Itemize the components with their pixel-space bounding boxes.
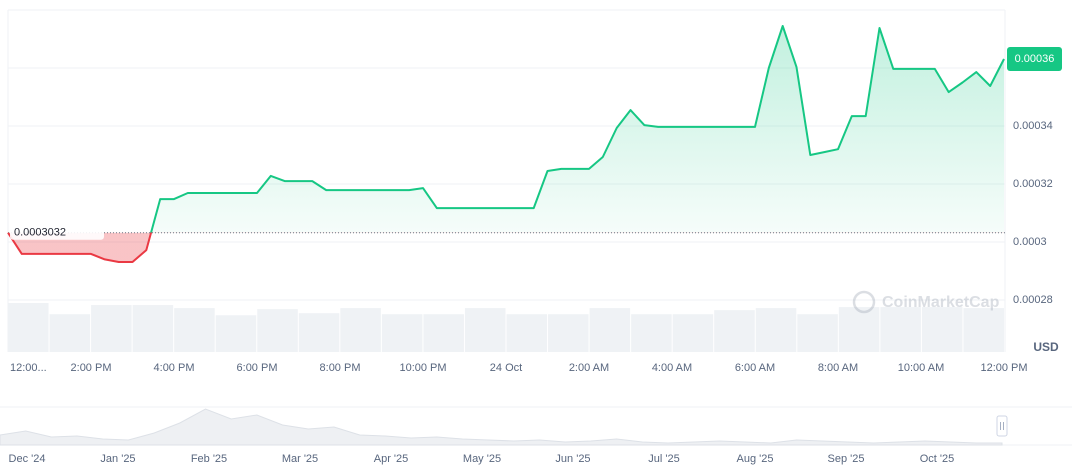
volume-bar (423, 314, 464, 352)
volume-bar (506, 314, 548, 352)
y-tick-label: 0.0003 (1013, 236, 1047, 248)
y-tick-label: 0.00032 (1013, 178, 1053, 190)
x-tick-label: 2:00 AM (569, 362, 609, 374)
navigator-label: Jan '25 (100, 453, 135, 465)
x-tick-label: 12:00 PM (980, 362, 1027, 374)
volume-bar (174, 308, 215, 352)
x-tick-label: 8:00 PM (320, 362, 361, 374)
volume-bar (91, 305, 132, 352)
volume-bar (548, 314, 589, 352)
watermark-text: CoinMarketCap (882, 294, 1000, 311)
volume-bar (464, 308, 506, 352)
volume-bar (672, 314, 714, 352)
volume-bar (714, 310, 755, 352)
x-tick-label: 6:00 AM (735, 362, 775, 374)
volume-bar (215, 315, 257, 352)
x-tick-label: 24 Oct (490, 362, 522, 374)
x-tick-label: 4:00 PM (154, 362, 195, 374)
volume-bars (8, 303, 1004, 352)
navigator-label: Aug '25 (737, 453, 774, 465)
x-tick-label: 4:00 AM (652, 362, 692, 374)
volume-bar (298, 313, 340, 352)
navigator-handle[interactable] (996, 415, 1008, 437)
volume-bar (963, 308, 1004, 352)
baseline-label-bg (10, 224, 104, 240)
x-tick-label: 2:00 PM (71, 362, 112, 374)
price-area (8, 26, 1004, 262)
price-line (7, 25, 1005, 263)
navigator: Dec '24 Jan '25 Feb '25 Mar '25 Apr '25 May '… (0, 406, 1072, 465)
y-tick-label: 0.00034 (1013, 120, 1053, 132)
volume-bar (921, 307, 963, 352)
price-badge-label: 0.00036 (1015, 53, 1055, 65)
baseline-label: 0.0003032 (14, 227, 66, 239)
navigator-label: Jun '25 (555, 453, 590, 465)
x-tick-label: 8:00 AM (818, 362, 858, 374)
grid: 0.00028 0.0003 0.00032 0.00034 0.00036 12:00.… (7, 9, 1053, 374)
currency-label: USD (1033, 340, 1059, 354)
x-tick-label: 10:00 AM (898, 362, 944, 374)
navigator-label: Oct '25 (920, 453, 955, 465)
watermark-logo (852, 290, 876, 314)
navigator-label: Mar '25 (282, 453, 318, 465)
x-tick-label: 6:00 PM (237, 362, 278, 374)
navigator-area (0, 408, 1003, 446)
volume-bar (132, 305, 174, 352)
volume-bar (589, 308, 631, 352)
watermark: CoinMarketCap (852, 290, 1000, 314)
volume-bar (8, 303, 49, 352)
plot: 0.0003032 0.00036 (7, 25, 1062, 263)
y-tick-label: 0.00028 (1013, 294, 1053, 306)
volume-bar (631, 314, 672, 352)
x-tick-label: 12:00... (10, 362, 47, 374)
volume-bar (49, 314, 91, 352)
price-badge (1007, 47, 1062, 72)
navigator-label: May '25 (463, 453, 501, 465)
volume-bar (381, 314, 423, 352)
navigator-label: Sep '25 (828, 453, 865, 465)
volume-bar (797, 314, 838, 352)
navigator-label: Dec '24 (9, 453, 46, 465)
volume-bar (257, 309, 298, 352)
navigator-label: Feb '25 (191, 453, 227, 465)
navigator-label: Apr '25 (374, 453, 409, 465)
x-tick-label: 10:00 PM (399, 362, 446, 374)
navigator-label: Jul '25 (648, 453, 679, 465)
volume-bar (838, 307, 880, 352)
volume-bar (340, 308, 381, 352)
volume-bar (880, 307, 921, 352)
volume-bar (755, 308, 797, 352)
